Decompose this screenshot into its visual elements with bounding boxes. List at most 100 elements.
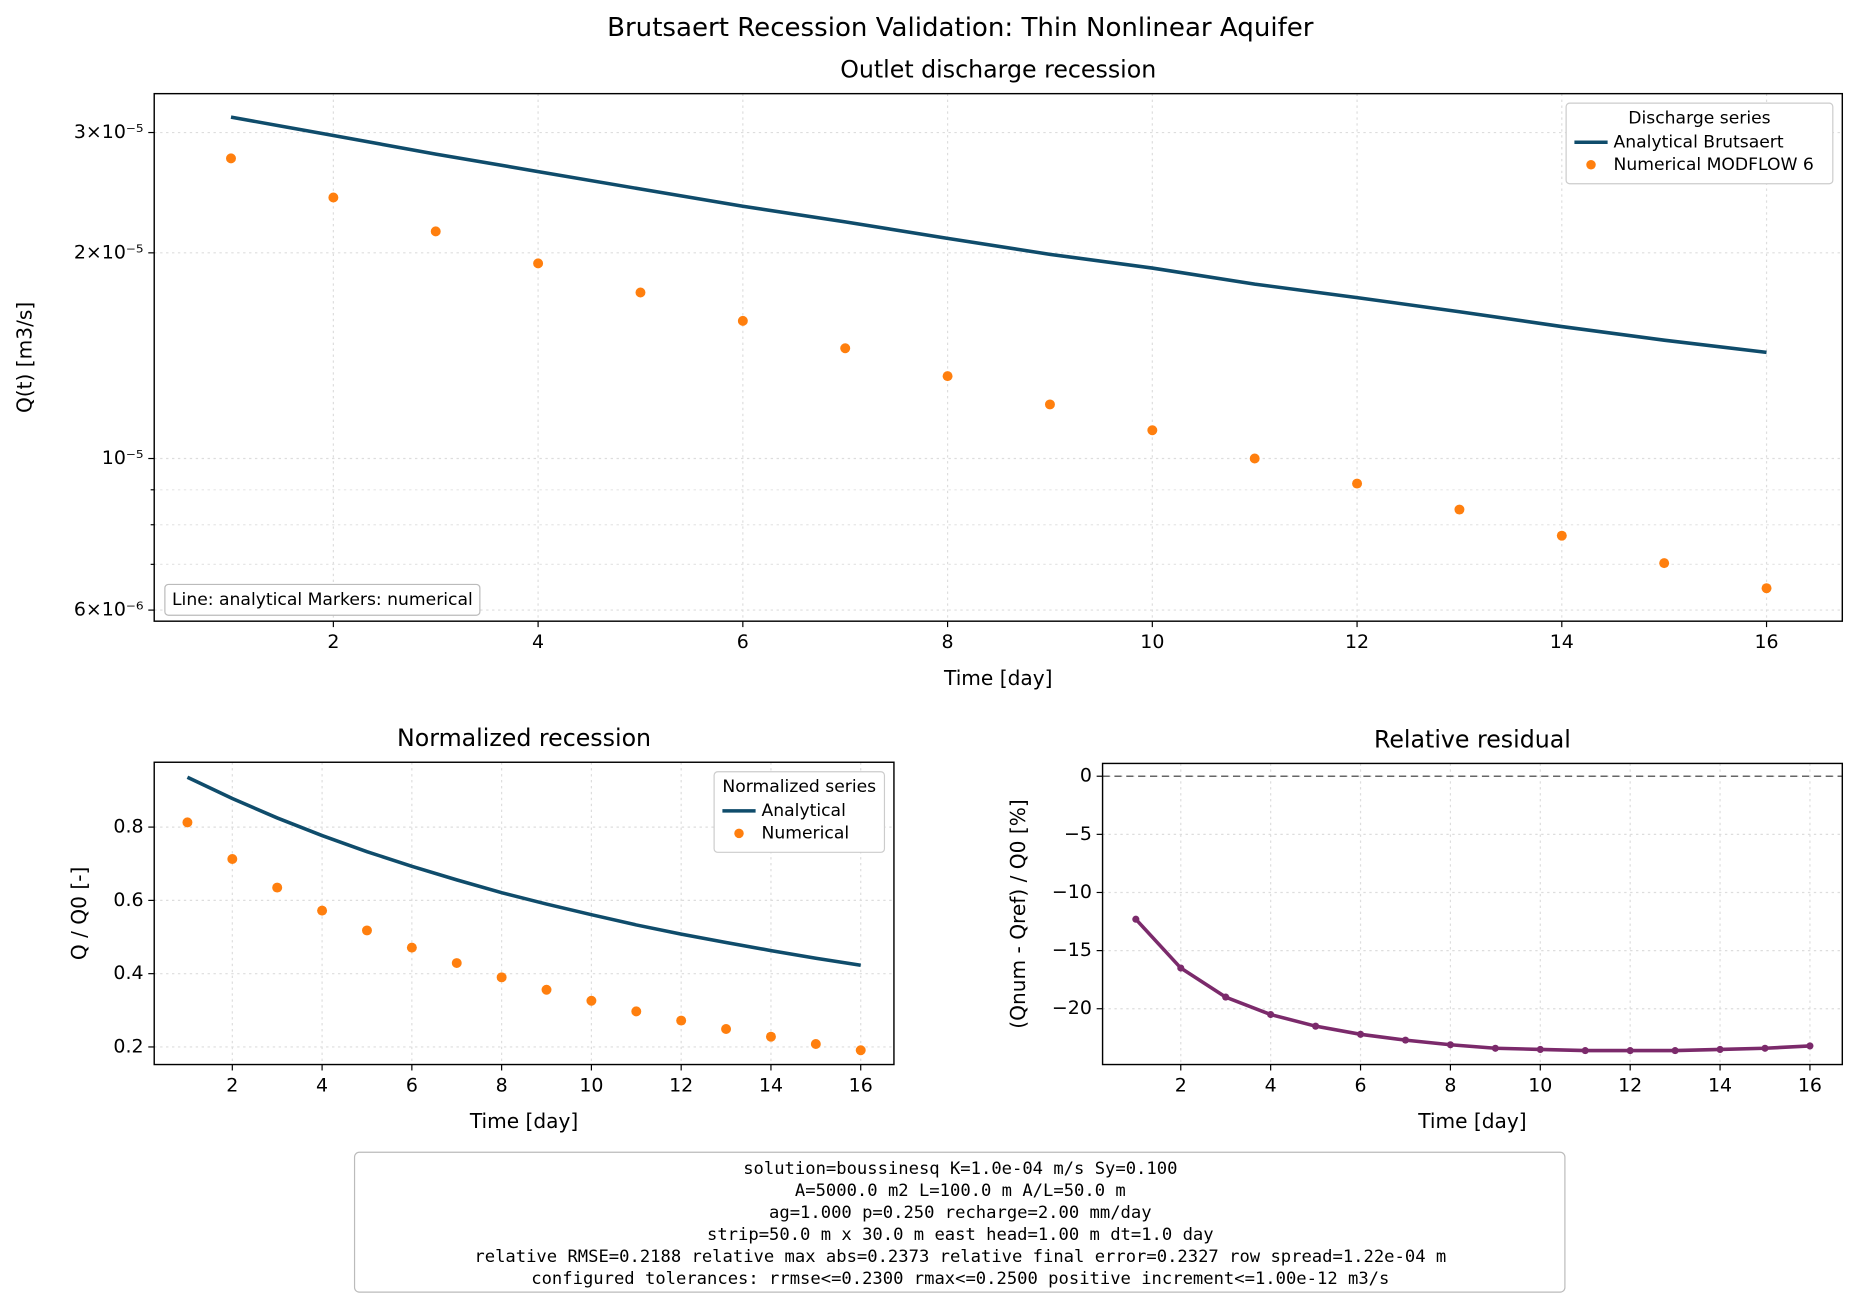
x-tick-label: 16 [1754, 631, 1778, 653]
annotation: Line: analytical Markers: numerical [164, 583, 481, 616]
parameter-line: relative RMSE=0.2188 relative max abs=0.… [474, 1247, 1446, 1267]
data-point [765, 1031, 776, 1042]
data-point [406, 942, 417, 953]
legend-swatch [1586, 160, 1596, 170]
y-tick-label: 10⁻⁵ [102, 447, 144, 469]
x-tick-label: 16 [849, 1074, 873, 1096]
data-point [1356, 1030, 1365, 1038]
data-point [1312, 1022, 1320, 1030]
legend-title: Discharge series [1628, 109, 1770, 129]
x-axis-label: Time [day] [943, 666, 1052, 690]
series-line [186, 775, 861, 967]
y-tick-label: 6×10⁻⁶ [74, 599, 144, 621]
data-point [1352, 478, 1363, 489]
data-point [182, 817, 193, 828]
data-point [810, 1039, 821, 1049]
x-tick-label: 8 [496, 1074, 508, 1096]
data-point [227, 854, 238, 864]
x-tick-label: 12 [669, 1074, 693, 1096]
parameter-box [353, 1151, 1566, 1293]
data-point [1806, 1042, 1814, 1050]
data-point [1132, 915, 1140, 923]
plot-frame [1101, 762, 1844, 1066]
y-tick-label: 0 [1080, 765, 1092, 787]
chart-title: Normalized recession [397, 724, 651, 752]
data-point [631, 1006, 642, 1017]
y-tick-label: −20 [1052, 997, 1092, 1019]
data-point [328, 192, 339, 203]
data-point [1659, 558, 1670, 569]
legend-label: Analytical [762, 801, 846, 821]
legend-label: Numerical [762, 823, 850, 843]
data-point [586, 995, 597, 1006]
x-tick-label: 14 [1550, 631, 1574, 653]
figure-title: Brutsaert Recession Validation: Thin Non… [607, 13, 1314, 43]
chart: 2 4 6 8 10 12 14 16 0.2 0.4 0.6 0.8 Normalized reces… [67, 724, 895, 1133]
y-tick-label: 0.2 [113, 1035, 143, 1057]
chart-title: Outlet discharge recession [840, 56, 1156, 84]
legend-frame [713, 771, 886, 853]
data-point [1716, 1045, 1724, 1053]
parameter-line: strip=50.0 m x 30.0 m east head=1.00 m d… [707, 1225, 1214, 1245]
legend-label: Numerical MODFLOW 6 [1614, 155, 1814, 175]
data-point [317, 905, 328, 916]
data-point [1044, 399, 1055, 410]
y-tick-label: −15 [1052, 939, 1092, 961]
legend: Discharge series Analytical Brutsaert Nume… [1565, 102, 1834, 185]
plot-frame [153, 761, 895, 1066]
x-tick-label: 2 [327, 631, 339, 653]
data-point [361, 925, 372, 936]
data-point [1581, 1047, 1589, 1055]
data-point [1556, 530, 1567, 541]
data-point [1222, 993, 1230, 1001]
x-tick-label: 8 [1444, 1074, 1456, 1096]
annotation-frame [164, 583, 481, 616]
x-tick-label: 4 [1265, 1074, 1277, 1096]
x-tick-label: 12 [1618, 1074, 1642, 1096]
x-tick-label: 14 [1708, 1074, 1732, 1096]
data-point [1761, 1044, 1769, 1052]
annotation-text: Line: analytical Markers: numerical [172, 590, 473, 610]
x-tick-label: 4 [316, 1074, 328, 1096]
series-line [1134, 918, 1811, 1053]
plot-frame [153, 92, 1844, 622]
parameter-line: configured tolerances: rrmse<=0.2300 rma… [531, 1269, 1389, 1289]
y-axis-label: (Qnum - Qref) / Q0 [%] [1006, 799, 1030, 1028]
parameter-line: A=5000.0 m2 L=100.0 m A/L=50.0 m [795, 1181, 1126, 1201]
data-point [1147, 425, 1158, 436]
legend-label: Analytical Brutsaert [1614, 132, 1784, 152]
series-line [230, 115, 1767, 355]
x-tick-label: 10 [1528, 1074, 1552, 1096]
data-point [496, 972, 507, 983]
data-point [635, 287, 646, 298]
chart: 2 4 6 8 10 12 14 16 6×10⁻⁶ 10⁻⁵ 2×10⁻⁵ 3×10⁻⁵ Outlet… [13, 56, 1844, 690]
data-point [451, 958, 462, 969]
data-point [1446, 1041, 1454, 1049]
data-point [1249, 453, 1260, 464]
y-axis-label: Q(t) [m3/s] [13, 302, 37, 413]
x-axis-label: Time [day] [469, 1109, 578, 1133]
data-point [1491, 1044, 1499, 1052]
y-tick-label: 3×10⁻⁵ [74, 121, 144, 143]
parameter-line: ag=1.000 p=0.250 recharge=2.00 mm/day [769, 1203, 1152, 1223]
parameter-line: solution=boussinesq K=1.0e-04 m/s Sy=0.1… [743, 1159, 1177, 1179]
data-point [1267, 1010, 1275, 1019]
data-point [226, 153, 236, 164]
y-tick-label: 0.4 [113, 962, 143, 984]
legend-frame [1565, 102, 1834, 185]
data-point [855, 1045, 866, 1056]
x-tick-label: 12 [1345, 631, 1369, 653]
y-tick-label: 0.6 [113, 889, 143, 911]
y-tick-label: 2×10⁻⁵ [74, 241, 144, 263]
x-tick-label: 2 [1175, 1074, 1187, 1096]
data-point [721, 1024, 732, 1034]
data-point [430, 226, 441, 237]
x-tick-label: 6 [406, 1074, 418, 1096]
x-tick-label: 2 [226, 1074, 238, 1096]
legend-swatch [734, 828, 744, 839]
data-point [676, 1015, 687, 1026]
x-tick-label: 16 [1798, 1074, 1822, 1096]
data-point [840, 343, 851, 354]
